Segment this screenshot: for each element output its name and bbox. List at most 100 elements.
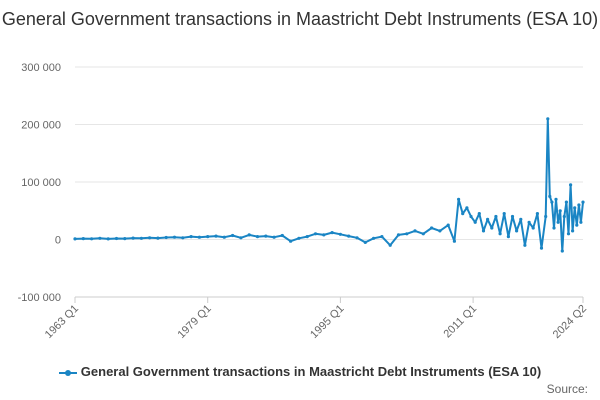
- y-tick-label: 0: [55, 235, 61, 247]
- data-point[interactable]: [388, 243, 392, 247]
- data-point[interactable]: [477, 212, 481, 216]
- data-point[interactable]: [564, 200, 569, 204]
- data-point[interactable]: [363, 240, 367, 244]
- data-point[interactable]: [554, 197, 558, 201]
- data-point[interactable]: [502, 212, 506, 216]
- data-point[interactable]: [247, 233, 251, 237]
- data-point[interactable]: [577, 203, 581, 207]
- data-point[interactable]: [305, 235, 309, 239]
- data-point[interactable]: [461, 212, 465, 216]
- data-point[interactable]: [297, 236, 301, 240]
- data-point[interactable]: [214, 234, 218, 238]
- data-point[interactable]: [90, 237, 94, 241]
- data-point[interactable]: [81, 237, 85, 241]
- data-point[interactable]: [473, 220, 477, 224]
- y-tick-label: 100 000: [21, 177, 61, 189]
- data-point[interactable]: [494, 214, 498, 219]
- data-point[interactable]: [181, 236, 185, 240]
- data-point[interactable]: [562, 214, 566, 219]
- data-point[interactable]: [575, 223, 579, 227]
- data-point[interactable]: [197, 235, 201, 239]
- data-point[interactable]: [396, 233, 401, 237]
- data-point[interactable]: [490, 226, 494, 230]
- data-point[interactable]: [131, 236, 135, 240]
- series-line-0[interactable]: [74, 117, 584, 252]
- data-point[interactable]: [579, 220, 583, 224]
- data-point[interactable]: [164, 235, 168, 240]
- data-point[interactable]: [239, 236, 243, 240]
- data-point[interactable]: [510, 214, 515, 219]
- gridlines: [75, 66, 583, 298]
- data-point[interactable]: [581, 200, 585, 204]
- data-point[interactable]: [519, 217, 523, 221]
- data-point[interactable]: [438, 229, 442, 233]
- data-point[interactable]: [421, 232, 425, 236]
- data-point[interactable]: [156, 236, 160, 240]
- data-point[interactable]: [546, 117, 550, 121]
- data-point[interactable]: [552, 226, 556, 230]
- data-point[interactable]: [531, 226, 535, 230]
- data-point[interactable]: [566, 232, 571, 236]
- data-point[interactable]: [372, 236, 376, 240]
- data-point[interactable]: [106, 237, 110, 241]
- data-point[interactable]: [486, 217, 490, 221]
- x-tick-label: 1979 Q1: [175, 303, 213, 341]
- data-point[interactable]: [73, 237, 77, 241]
- data-point[interactable]: [189, 235, 193, 239]
- data-point[interactable]: [457, 197, 461, 201]
- data-point[interactable]: [498, 232, 502, 236]
- data-point[interactable]: [481, 229, 486, 233]
- data-point[interactable]: [139, 236, 143, 240]
- data-point[interactable]: [322, 233, 326, 237]
- data-point[interactable]: [571, 229, 575, 233]
- data-point[interactable]: [452, 239, 456, 243]
- data-point[interactable]: [573, 206, 577, 210]
- data-point[interactable]: [535, 212, 540, 216]
- data-point[interactable]: [539, 246, 544, 250]
- data-point[interactable]: [338, 232, 342, 236]
- data-point[interactable]: [313, 232, 318, 236]
- data-point[interactable]: [544, 214, 548, 219]
- data-point[interactable]: [231, 233, 235, 238]
- data-point[interactable]: [560, 249, 564, 253]
- data-point[interactable]: [222, 235, 226, 239]
- data-point[interactable]: [272, 235, 276, 239]
- data-point[interactable]: [465, 206, 469, 210]
- y-tick-label: 300 000: [21, 62, 61, 74]
- data-point[interactable]: [405, 232, 409, 236]
- x-tick-label: 1995 Q1: [308, 303, 346, 341]
- data-point[interactable]: [506, 235, 510, 239]
- series-group: [73, 117, 585, 253]
- source-label[interactable]: Source:: [546, 382, 588, 396]
- data-point[interactable]: [114, 236, 119, 241]
- data-point[interactable]: [550, 200, 554, 204]
- data-point[interactable]: [289, 239, 293, 243]
- data-point[interactable]: [469, 214, 473, 219]
- data-point[interactable]: [515, 229, 519, 233]
- data-point[interactable]: [569, 183, 573, 187]
- data-point[interactable]: [413, 229, 417, 233]
- data-point[interactable]: [280, 233, 284, 238]
- data-point[interactable]: [148, 236, 152, 240]
- data-point[interactable]: [98, 236, 102, 240]
- data-point[interactable]: [264, 234, 268, 238]
- x-tick-label: 2024 Q2: [551, 303, 589, 341]
- data-point[interactable]: [430, 226, 434, 230]
- legend-label: General Government transactions in Maast…: [80, 364, 542, 379]
- data-point[interactable]: [330, 231, 334, 235]
- data-point[interactable]: [355, 236, 359, 240]
- data-point[interactable]: [558, 209, 562, 213]
- data-point[interactable]: [523, 243, 527, 247]
- data-point[interactable]: [548, 194, 552, 198]
- legend[interactable]: General Government transactions in Maast…: [0, 364, 600, 379]
- x-axis: 1963 Q1 1979 Q1 1995 Q1 2011 Q1 2024 Q2: [43, 296, 589, 341]
- data-point[interactable]: [123, 237, 127, 241]
- data-point[interactable]: [172, 235, 177, 239]
- data-point[interactable]: [255, 235, 260, 239]
- data-point[interactable]: [446, 223, 450, 227]
- data-point[interactable]: [380, 235, 384, 239]
- data-point[interactable]: [206, 235, 210, 239]
- data-point[interactable]: [556, 220, 560, 224]
- data-point[interactable]: [527, 220, 531, 224]
- data-point[interactable]: [347, 234, 351, 238]
